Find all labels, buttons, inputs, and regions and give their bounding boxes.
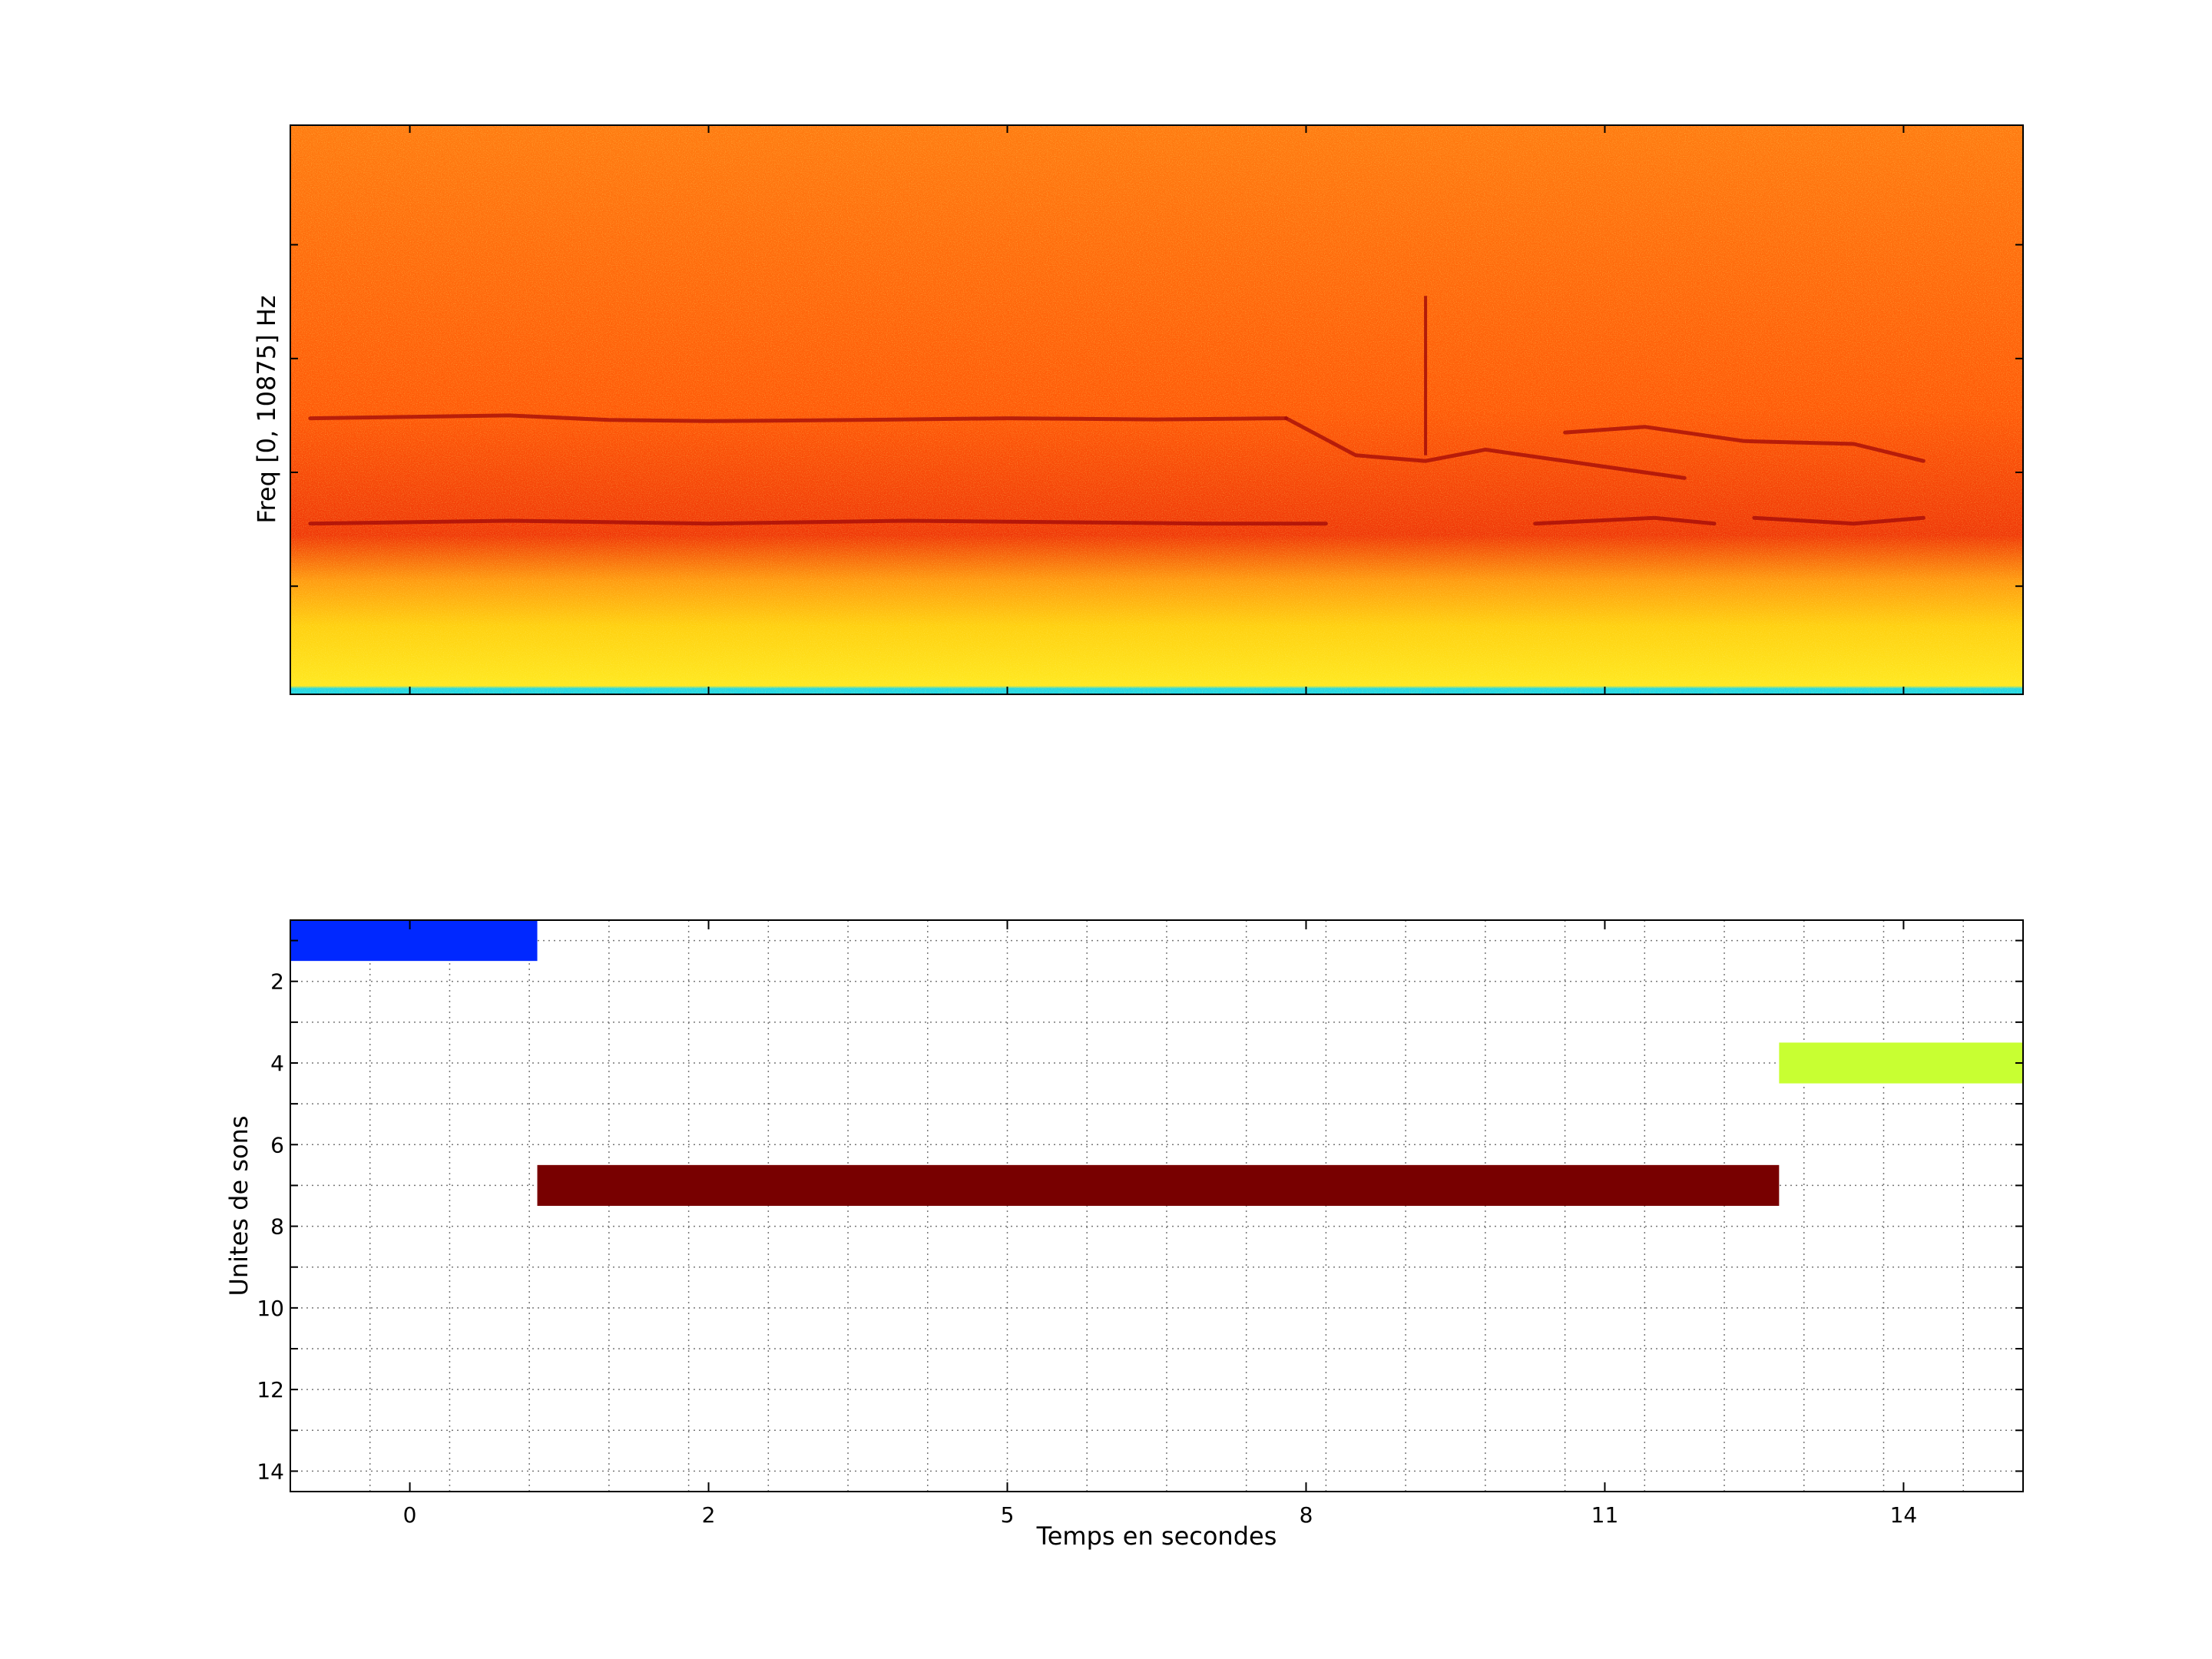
ridge-2 [308,518,1328,526]
ytick-label: 12 [257,1377,284,1402]
units-ytick-labels: 2 4 6 8 10 12 14 [257,969,284,1485]
ytick-label: 14 [257,1459,284,1484]
xtick-label: 8 [1300,1502,1313,1528]
ytick-label: 2 [270,969,284,995]
xtick-label: 0 [403,1502,417,1528]
units-xtick-labels: 0 2 5 8 11 14 [403,1502,1918,1528]
units-xlabel: Temps en secondes [1036,1522,1277,1551]
units-ticks [290,920,2023,1492]
units-frame [290,919,2024,1492]
units-panel: 0 2 5 8 11 14 2 4 6 8 10 12 14 Temps en secondes Un… [224,919,2024,1551]
ridge-0 [308,413,1289,423]
xtick-label: 5 [1001,1502,1015,1528]
units-ylabel: Unites de sons [224,1115,253,1296]
ytick-label: 6 [270,1132,284,1157]
spectrogram-ylabel: Freq [0, 10875] Hz [252,295,281,523]
units-segments [290,920,2023,1206]
xtick-label: 11 [1591,1502,1619,1528]
spectrogram-panel: Freq [0, 10875] Hz [252,124,2024,695]
xtick-label: 14 [1890,1502,1918,1528]
unit-segment-7 [537,1164,1780,1206]
ridge-1 [1284,416,1687,480]
spectrogram-ridges [308,296,1926,526]
ridge-3 [1533,515,1717,526]
ridge-5 [1752,515,1926,526]
ytick-label: 8 [270,1214,284,1240]
xtick-label: 2 [702,1502,716,1528]
ytick-label: 4 [270,1051,284,1076]
ytick-label: 10 [257,1296,284,1321]
unit-segment-4 [1779,1042,2023,1084]
unit-segment-1 [290,920,538,962]
spectrogram-ticks [290,125,2023,694]
ridge-4 [1563,425,1926,463]
spectrogram-noise [290,125,2023,694]
spectrogram-frame [290,124,2024,695]
